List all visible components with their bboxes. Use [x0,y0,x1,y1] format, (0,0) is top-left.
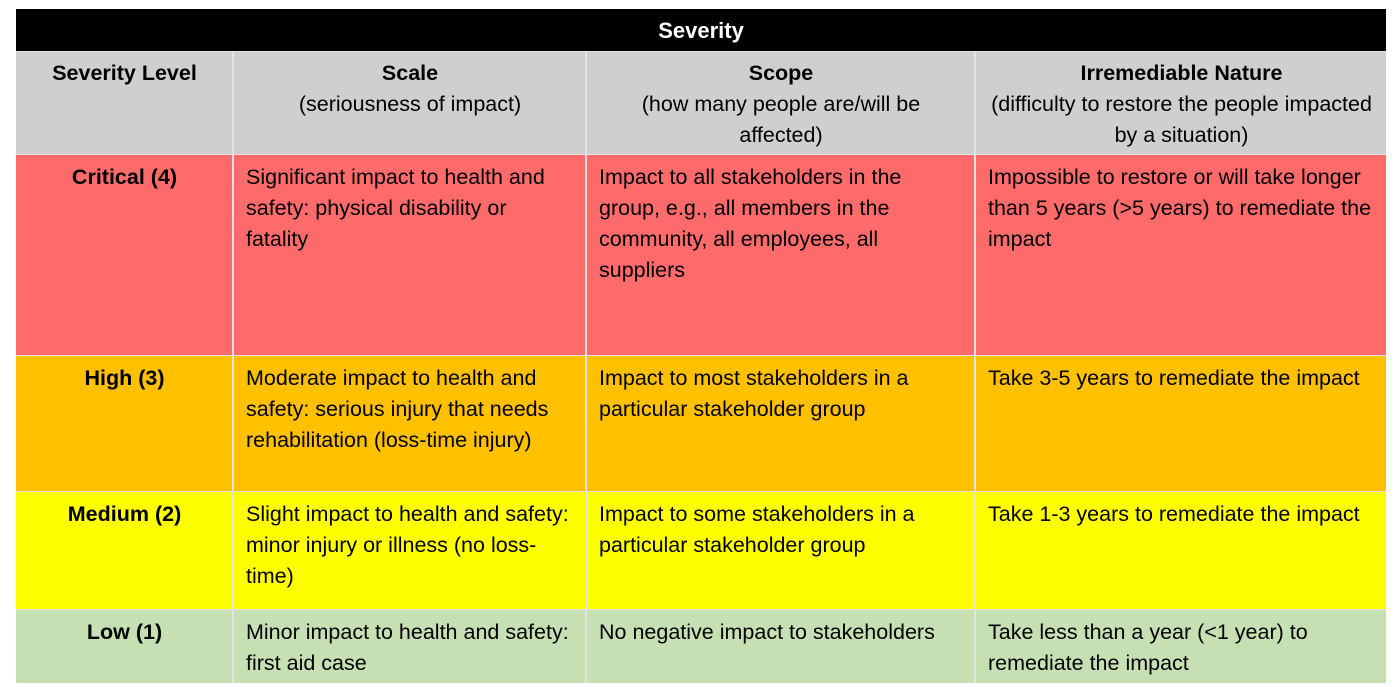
scope-cell: Impact to most stakeholders in a particu… [585,356,974,491]
header-subtitle: (difficulty to restore the people impact… [991,92,1372,147]
header-subtitle: (seriousness of impact) [298,92,522,116]
irremediable-cell: Take 1-3 years to remediate the impact [974,492,1386,609]
severity-level-cell: Medium (2) [16,492,232,609]
header-scale: Scale (seriousness of impact) [232,52,585,154]
irremediable-cell: Take less than a year (<1 year) to remed… [974,610,1386,683]
severity-table: Severity Severity Level Scale (seriousne… [16,9,1386,683]
scope-cell: Impact to some stakeholders in a particu… [585,492,974,609]
scale-cell: Slight impact to health and safety: mino… [232,492,585,609]
scope-cell: Impact to all stakeholders in the group,… [585,155,974,355]
table-row-critical: Critical (4) Significant impact to healt… [16,154,1386,355]
severity-level-cell: Low (1) [16,610,232,683]
scale-cell: Minor impact to health and safety: first… [232,610,585,683]
irremediable-cell: Impossible to restore or will take longe… [974,155,1386,355]
irremediable-cell: Take 3-5 years to remediate the impact [974,356,1386,491]
table-title: Severity [16,9,1386,51]
header-irremediable-nature: Irremediable Nature (difficulty to resto… [974,52,1386,154]
header-title: Irremediable Nature [1080,61,1283,85]
header-scope: Scope (how many people are/will be affec… [585,52,974,154]
table-row-low: Low (1) Minor impact to health and safet… [16,609,1386,683]
table-row-medium: Medium (2) Slight impact to health and s… [16,491,1386,609]
scale-cell: Moderate impact to health and safety: se… [232,356,585,491]
header-subtitle: (how many people are/will be affected) [641,92,921,147]
scale-cell: Significant impact to health and safety:… [232,155,585,355]
table-row-high: High (3) Moderate impact to health and s… [16,355,1386,491]
header-title: Scale [381,61,439,85]
severity-level-cell: High (3) [16,356,232,491]
header-title: Severity Level [52,61,197,85]
header-title: Scope [748,61,814,85]
header-severity-level: Severity Level [16,52,232,154]
header-row: Severity Level Scale (seriousness of imp… [16,51,1386,154]
scope-cell: No negative impact to stakeholders [585,610,974,683]
severity-level-cell: Critical (4) [16,155,232,355]
